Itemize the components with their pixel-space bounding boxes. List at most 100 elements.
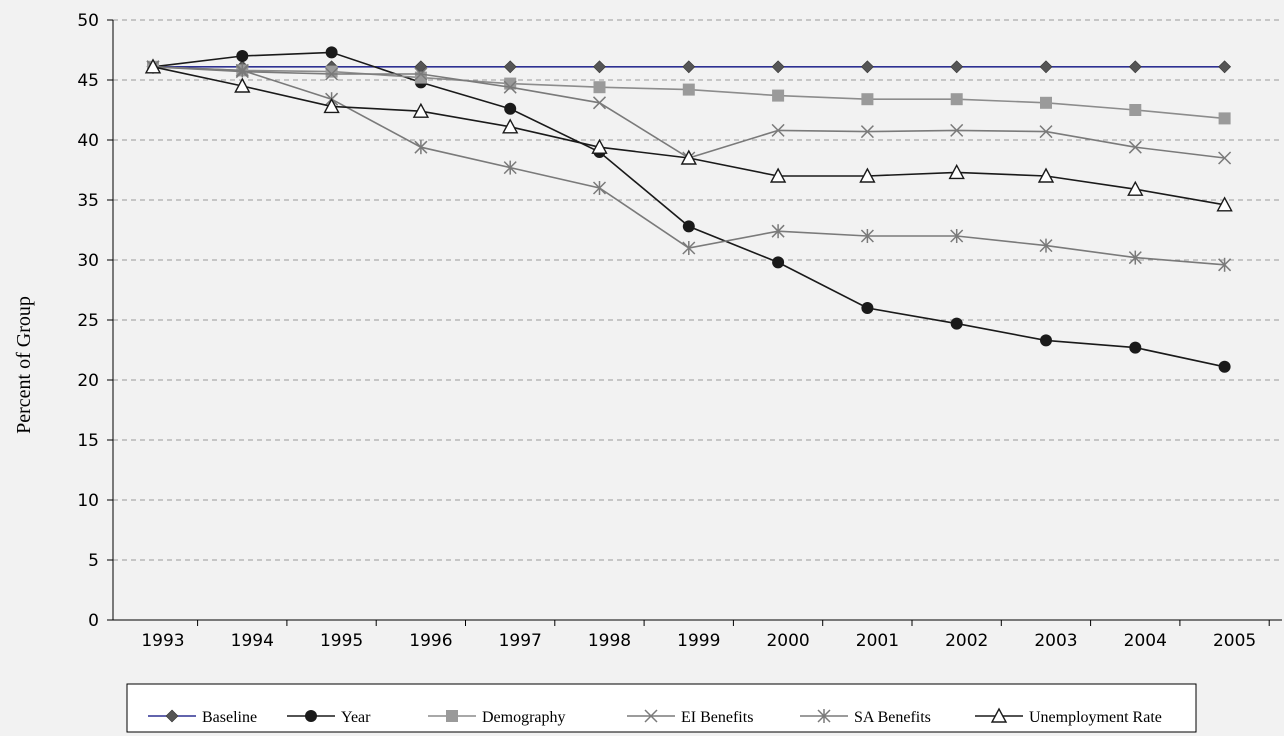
data-point-ei-benefits [592,96,607,110]
legend-label: Demography [482,709,566,726]
data-point-baseline [593,60,606,74]
data-point-ei-benefits-stroke [1218,151,1232,165]
data-point-sa-benefits [771,224,785,239]
legend-label: Baseline [202,709,257,726]
legend-item-unemployment-rate: Unemployment Rate [975,707,1162,726]
data-point-baseline [1218,60,1232,74]
data-point-year [325,46,338,59]
data-point-baseline [1039,60,1053,74]
data-point-ei-benefits-stroke [503,80,517,94]
y-tick-label: 35 [77,191,99,211]
x-tick-label: 1995 [320,631,363,651]
data-point-ei-benefits [1218,151,1232,165]
data-point-unemployment-rate [234,77,251,93]
gridlines [113,19,1282,561]
data-point-baseline [771,60,785,74]
axes: 0 5 10 15 20 25 30 35 40 45 50 1993 1994 1995 1996 1997… [77,11,1282,651]
legend-box [126,683,1197,733]
legend-label: EI Benefits [681,709,753,726]
data-point-unemployment-rate [412,102,430,118]
y-tick-label: 40 [77,131,99,151]
legend-marker-year [305,710,317,722]
x-tick-label: 1999 [677,631,720,651]
data-point-sa-benefits [1218,257,1232,272]
data-point-ei-benefits-stroke [860,125,874,139]
data-point-unemployment-rate [859,167,876,183]
data-point-sa-benefits [682,241,696,255]
data-point-year [1040,334,1052,347]
x-tick-label: 2005 [1213,631,1256,651]
legend-marker-ei-benefits-stroke [644,709,658,723]
data-point-demography [1218,112,1231,125]
data-point-unemployment-rate [502,118,519,134]
data-point-demography [325,65,338,78]
y-tick-label: 0 [88,611,99,631]
legend-marker-demography [446,710,458,722]
data-point-baseline [503,60,517,74]
data-point-baseline [682,60,696,74]
y-tick-label: 15 [77,431,99,451]
x-tick-label: 1994 [231,631,274,651]
data-point-demography [772,89,785,102]
y-axis-label: Percent of Group [13,296,35,434]
data-point-year [236,50,249,62]
x-tick-label: 1996 [409,631,452,651]
data-point-ei-benefits [1128,140,1142,154]
data-point-ei-benefits-stroke [771,123,785,137]
data-point-ei-benefits-stroke [1128,140,1142,154]
x-tick-label: 2001 [856,631,899,651]
data-point-demography [1040,96,1052,109]
data-point-ei-benefits [414,67,428,81]
data-point-ei-benefits-stroke [325,67,339,81]
x-tick-label: 2000 [766,631,809,651]
y-tick-label: 50 [77,11,99,31]
legend-marker-ei-benefits [644,709,658,723]
y-tick-label: 25 [77,311,99,331]
data-point-year [1218,360,1231,373]
data-point-unemployment-rate [680,149,697,165]
data-point-unemployment-rate [1037,167,1055,183]
legend-item-ei-benefits: EI Benefits [627,709,753,726]
legend-label: Unemployment Rate [1029,709,1162,726]
data-point-unemployment-rate [769,167,787,183]
legend-item-baseline: Baseline [148,709,257,726]
data-point-ei-benefits [860,125,874,139]
legend-item-sa-benefits: SA Benefits [800,709,931,726]
data-point-unemployment-rate [323,97,340,114]
data-point-year [1129,341,1142,354]
data-point-ei-benefits [1039,125,1053,139]
series-unemployment-rate [144,58,1233,212]
data-point-unemployment-rate [1216,196,1233,212]
data-point-sa-benefits [950,229,964,243]
data-point-baseline [860,60,874,74]
x-tick-label: 2003 [1034,631,1077,651]
data-point-unemployment-rate [591,138,608,154]
legend: Baseline Year Demography EI Benefits SA Bene… [126,683,1197,733]
x-tick-label: 2002 [945,631,988,651]
x-tick-label: 1993 [141,631,184,651]
legend-marker-unemployment-rate [990,707,1008,723]
series-line-sa-benefits [152,66,1225,266]
data-point-sa-benefits [503,160,517,175]
data-point-sa-benefits [414,140,428,155]
data-point-demography [1129,104,1142,116]
data-point-unemployment-rate [1127,180,1144,196]
x-tick-label: 2004 [1124,631,1167,651]
data-point-year [772,256,785,269]
data-point-year [950,317,963,330]
data-point-demography [682,83,695,96]
x-tick-label: 1997 [499,631,542,651]
y-tick-label: 10 [77,491,99,511]
data-point-sa-benefits [592,181,607,195]
data-point-ei-benefits-stroke [414,67,428,81]
data-point-baseline [414,60,428,74]
data-point-year [861,302,874,314]
data-point-ei-benefits-stroke [950,123,964,137]
data-point-demography [950,93,963,106]
legend-item-year: Year [287,709,371,726]
y-tick-label: 45 [77,71,99,91]
data-point-sa-benefits [860,229,874,243]
data-point-sa-benefits [235,63,249,78]
legend-marker-sa-benefits [817,709,831,723]
series-layer [144,46,1233,373]
